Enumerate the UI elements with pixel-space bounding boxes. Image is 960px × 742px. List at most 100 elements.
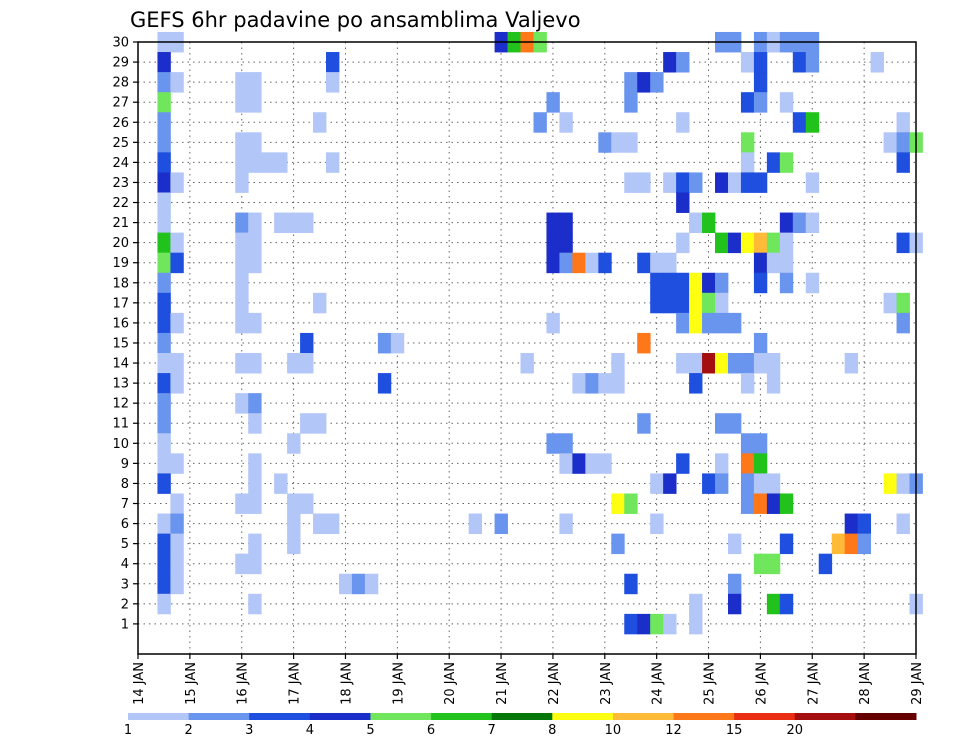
precip-cell [157, 473, 171, 494]
precip-cell [624, 132, 638, 153]
y-tick-label: 25 [112, 136, 129, 151]
precip-cell [689, 172, 703, 193]
precip-cell [598, 373, 612, 394]
precip-cell [235, 393, 249, 414]
precip-cell [364, 573, 379, 595]
precip-cell [727, 353, 742, 374]
precip-cell [727, 172, 742, 193]
y-tick-label: 18 [112, 276, 129, 291]
y-tick-label: 6 [121, 517, 129, 532]
precip-cell [650, 272, 664, 294]
y-tick-label: 4 [121, 557, 129, 572]
precip-cell [753, 553, 768, 575]
precip-cell [559, 212, 573, 234]
precip-cell [779, 593, 794, 615]
precip-cell [689, 593, 703, 615]
precip-cell [896, 473, 910, 494]
precip-cell [300, 332, 314, 354]
precip-cell [740, 493, 755, 514]
precip-cell [157, 212, 171, 234]
precip-cell [170, 453, 184, 474]
precip-cell [157, 52, 171, 73]
colorbar-label: 5 [366, 723, 374, 738]
y-tick-label: 29 [112, 56, 129, 71]
precip-cell [533, 112, 547, 133]
precip-cell [248, 152, 262, 173]
colorbar-segment [370, 713, 432, 720]
precip-cell [740, 172, 755, 193]
precip-cell [248, 92, 262, 113]
precip-cell [157, 413, 171, 434]
colorbar-segment [612, 713, 675, 720]
precip-cell [248, 312, 262, 334]
precip-cell [248, 232, 262, 254]
x-tick-label: 14 JAN [132, 662, 147, 705]
precip-cell [637, 413, 651, 434]
precip-cell [883, 473, 897, 494]
colorbar-label: 10 [605, 723, 622, 738]
colorbar-segment [673, 713, 735, 720]
precip-cell [611, 132, 625, 153]
precip-cell [689, 312, 703, 334]
precip-cell [792, 212, 807, 234]
precip-cell [300, 413, 314, 434]
precip-cell [157, 292, 171, 314]
precip-cell [715, 292, 729, 314]
precip-cell [248, 353, 262, 374]
precip-cell [831, 533, 846, 555]
y-tick-label: 7 [121, 497, 129, 512]
precip-cell [235, 493, 249, 514]
precip-cell [546, 252, 560, 274]
precip-cell [235, 212, 249, 234]
precip-cell [624, 613, 638, 635]
x-tick-label: 21 JAN [495, 662, 510, 705]
colorbar-segment [734, 713, 796, 720]
precip-cell [287, 513, 301, 535]
precip-cell [235, 152, 249, 173]
precip-cell [676, 232, 690, 254]
precip-cell [702, 473, 716, 494]
precip-cell [896, 513, 910, 535]
precip-cell [663, 52, 677, 73]
precip-cell [676, 292, 690, 314]
precip-cell [766, 252, 781, 274]
precip-cell [637, 252, 651, 274]
precip-cell [753, 433, 768, 454]
precip-cell [766, 353, 781, 374]
x-tick-label: 18 JAN [339, 662, 354, 705]
precip-cell [157, 453, 171, 474]
precip-cell [676, 112, 690, 133]
precip-cell [157, 373, 171, 394]
x-tick-label: 17 JAN [288, 662, 303, 705]
x-tick-label: 22 JAN [547, 662, 562, 705]
precip-cell [248, 252, 262, 274]
colorbar-segment [431, 713, 493, 720]
precip-cell [377, 373, 392, 394]
precip-cell [753, 473, 768, 494]
precip-cell [248, 132, 262, 153]
y-tick-label: 15 [112, 336, 129, 351]
precip-cell [663, 473, 677, 494]
precip-cell [235, 132, 249, 153]
precip-cell [650, 513, 664, 535]
precip-cell [559, 112, 573, 133]
precip-cell [546, 312, 560, 334]
y-tick-label: 16 [112, 316, 129, 331]
x-tick-label: 15 JAN [184, 662, 199, 705]
precip-cell [689, 272, 703, 294]
precip-cell [338, 573, 353, 595]
precip-cell [753, 92, 768, 113]
x-tick-label: 19 JAN [391, 662, 406, 705]
precip-cell [766, 152, 781, 173]
precip-cell [157, 232, 171, 254]
precip-cell [637, 332, 651, 354]
precip-cell [326, 52, 340, 73]
precip-cell [157, 72, 171, 93]
precip-cell [844, 353, 859, 374]
precip-cell [624, 172, 638, 193]
precip-cell [637, 172, 651, 193]
y-tick-label: 13 [112, 377, 129, 392]
precip-cell [157, 573, 171, 595]
precip-cell [274, 212, 288, 234]
precip-cell [326, 72, 340, 93]
